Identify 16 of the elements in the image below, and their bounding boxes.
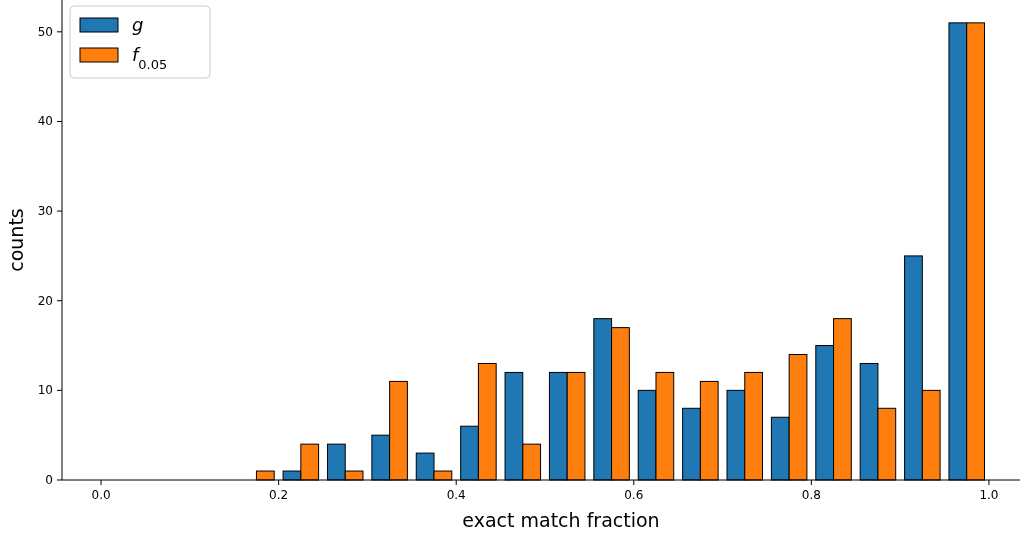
x-tick-label: 0.4 [446,488,466,502]
y-tick-label: 30 [37,204,53,219]
y-axis-title: counts [5,208,27,272]
x-tick-label: 0.0 [91,488,111,502]
y-tick-label: 0 [45,473,53,487]
y-tick-label: 20 [37,293,53,308]
y-tick-label: 50 [37,24,53,39]
legend-label: g [132,14,144,35]
x-tick-label: 0.8 [801,488,821,502]
x-axis-title: exact match fraction [462,509,660,531]
legend-label: f$_{0.05}$ [132,44,168,72]
x-tick-label: 1.0 [979,488,999,502]
x-tick-label: 0.2 [269,488,289,502]
y-tick-label: 10 [37,383,53,398]
x-tick-label: 0.6 [624,488,644,502]
y-tick-label: 40 [37,114,53,129]
